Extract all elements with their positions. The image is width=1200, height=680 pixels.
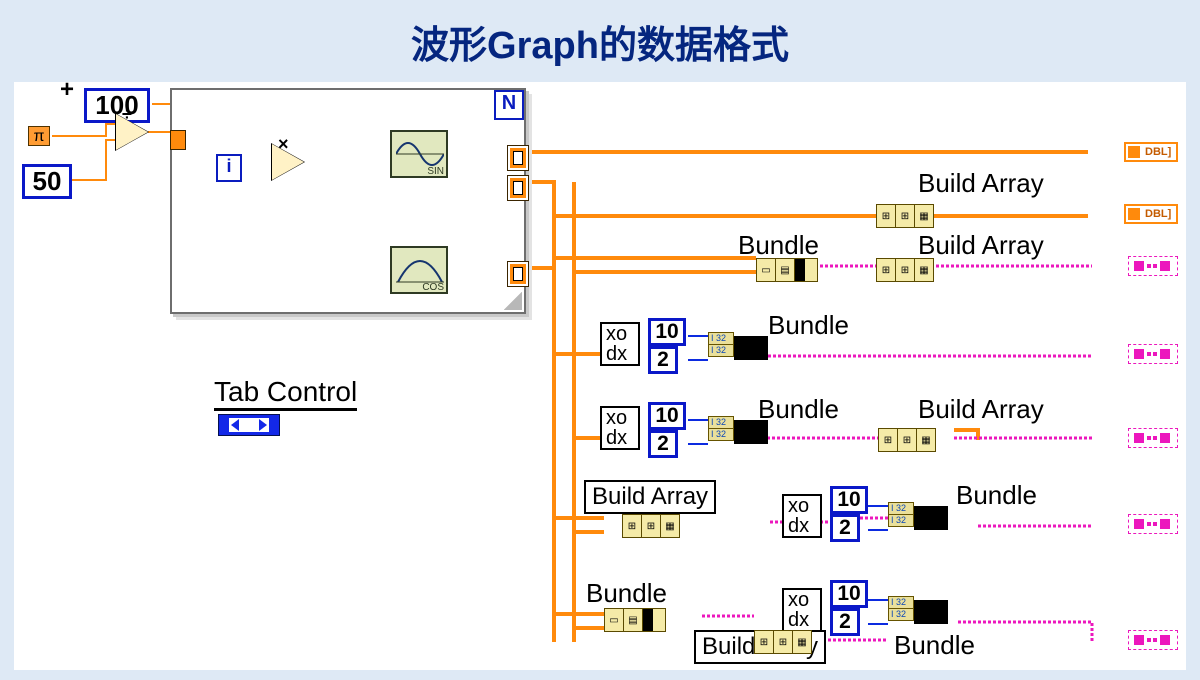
diagram-canvas: + 100 50 π ÷ N i × SIN COS T	[14, 82, 1186, 670]
tunnel-in	[170, 130, 186, 150]
build-array-node-1: ⊞⊞▦	[876, 204, 934, 228]
plus-decoration: +	[60, 76, 74, 104]
build-array-label-1: Build Array	[918, 168, 1044, 199]
const-2-c: 2	[830, 514, 860, 542]
dbl-text-1: DBL]	[1142, 146, 1174, 158]
i32-d2: I 32	[889, 609, 913, 620]
const-10-d: 10	[830, 580, 868, 608]
i32-d1: I 32	[889, 597, 913, 609]
sin-func: SIN	[390, 130, 448, 178]
const-pi: π	[28, 126, 50, 146]
bundle-label-2: Bundle	[768, 310, 849, 341]
xodx-1: xo dx	[600, 322, 640, 366]
tunnel-out-3	[508, 262, 528, 286]
const-2-a: 2	[648, 346, 678, 374]
loop-resize-corner	[504, 292, 522, 310]
build-array-label-3: Build Array	[918, 394, 1044, 425]
dbl-text-2: DBL]	[1142, 208, 1174, 220]
i32-c: I 32I 32	[888, 502, 914, 527]
xodx-2: xo dx	[600, 406, 640, 450]
const-2-d: 2	[830, 608, 860, 636]
sin-label: SIN	[427, 166, 444, 177]
xo-2: xo	[602, 408, 638, 428]
loop-i-terminal: i	[216, 154, 242, 182]
build-array-node-3: ⊞⊞▦	[878, 428, 936, 452]
bundle-core-4	[914, 600, 948, 624]
for-loop: N i × SIN COS	[170, 88, 526, 314]
indicator-pink-2	[1128, 344, 1178, 364]
page-title: 波形Graph的数据格式	[0, 0, 1200, 69]
indicator-pink-4	[1128, 514, 1178, 534]
const-50: 50	[22, 164, 72, 199]
divide-symbol: ÷	[122, 104, 132, 125]
xo-3: xo	[784, 496, 820, 516]
dx-3: dx	[784, 516, 820, 536]
dx-4: dx	[784, 610, 820, 630]
build-array-label-4: Build Array	[584, 480, 716, 514]
const-2-b: 2	[648, 430, 678, 458]
i32-c1: I 32	[889, 503, 913, 515]
i32-a: I 32I 32	[708, 332, 734, 357]
bundle-node-1: ▭▤	[756, 258, 818, 282]
indicator-dbl-2: DBL]	[1124, 204, 1178, 224]
i32-d: I 32I 32	[888, 596, 914, 621]
cos-label: COS	[422, 282, 444, 293]
build-array-label-2: Build Array	[918, 230, 1044, 261]
xodx-3: xo dx	[782, 494, 822, 538]
xo-4: xo	[784, 590, 820, 610]
indicator-dbl-1: DBL]	[1124, 142, 1178, 162]
i32-b: I 32I 32	[708, 416, 734, 441]
bundle-label-5: Bundle	[586, 578, 667, 609]
build-array-node-5: ⊞⊞▦	[754, 630, 812, 654]
i32-c2: I 32	[889, 515, 913, 526]
indicator-pink-3	[1128, 428, 1178, 448]
dx-1: dx	[602, 344, 638, 364]
const-10-b: 10	[648, 402, 686, 430]
bundle-core-3	[914, 506, 948, 530]
const-10-c: 10	[830, 486, 868, 514]
bundle-label-4: Bundle	[956, 480, 1037, 511]
build-array-node-4: ⊞⊞▦	[622, 514, 680, 538]
bundle-label-1: Bundle	[738, 230, 819, 261]
loop-n-terminal: N	[494, 90, 524, 120]
xo-1: xo	[602, 324, 638, 344]
xodx-4: xo dx	[782, 588, 822, 632]
multiply-op: ×	[272, 144, 304, 180]
indicator-pink-5	[1128, 630, 1178, 650]
bundle-label-3: Bundle	[758, 394, 839, 425]
indicator-pink-1	[1128, 256, 1178, 276]
const-10-a: 10	[648, 318, 686, 346]
i32-b2: I 32	[709, 429, 733, 440]
bundle-label-6: Bundle	[894, 630, 975, 661]
tunnel-out-2	[508, 176, 528, 200]
tab-control-label: Tab Control	[214, 376, 357, 411]
i32-a2: I 32	[709, 345, 733, 356]
dx-2: dx	[602, 428, 638, 448]
tab-control-icon	[218, 414, 280, 436]
tunnel-out-1	[508, 146, 528, 170]
bundle-core-1	[734, 336, 768, 360]
build-array-node-2: ⊞⊞▦	[876, 258, 934, 282]
divide-op: ÷	[116, 114, 148, 150]
cos-func: COS	[390, 246, 448, 294]
i32-b1: I 32	[709, 417, 733, 429]
multiply-symbol: ×	[278, 134, 289, 155]
bundle-node-5: ▭▤	[604, 608, 666, 632]
i32-a1: I 32	[709, 333, 733, 345]
